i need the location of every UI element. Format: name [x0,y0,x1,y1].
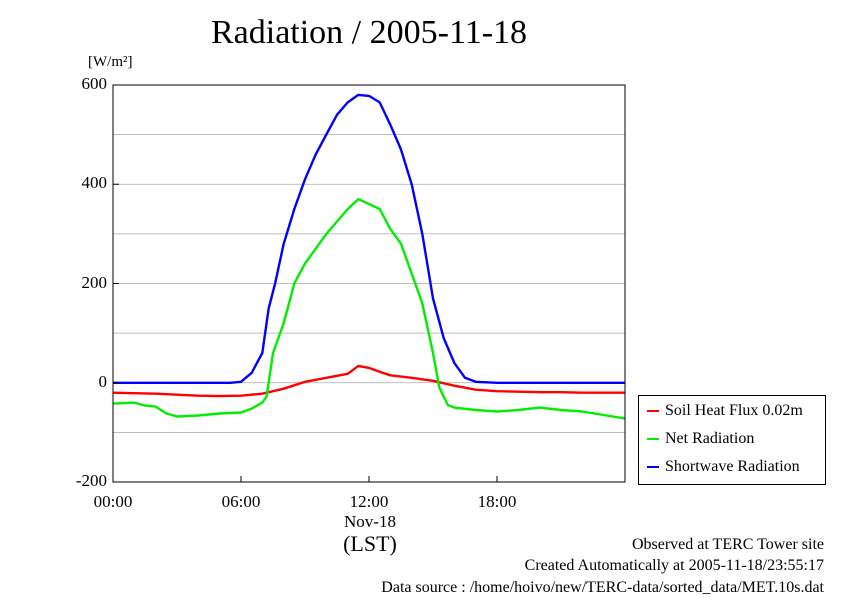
legend: Soil Heat Flux 0.02m Net Radiation Short… [638,395,826,485]
chart-title: Radiation / 2005-11-18 [210,14,528,51]
y-tick-label: 0 [98,371,108,391]
x-tick-label: 18:00 [477,492,517,511]
axis-ticks [112,84,498,483]
series-lines [112,93,626,420]
legend-label-shortwave: Shortwave Radiation [665,458,800,475]
legend-item-net: Net Radiation [647,430,754,452]
y-unit-label: [W/m²] [88,54,133,70]
legend-item-shortwave: Shortwave Radiation [647,458,800,480]
y-tick-label: -200 [75,471,107,490]
series-line-2 [113,93,625,384]
y-tick-label: 400 [81,173,108,193]
legend-label-net: Net Radiation [665,430,755,447]
series-line-1 [112,197,626,420]
x-tick-label: 06:00 [221,492,261,511]
x-axis-label: (LST) [343,531,397,556]
legend-swatch-shortwave [647,466,659,469]
x-tick-label: 12:00 [349,492,389,511]
legend-label-soil: Soil Heat Flux 0.02m [665,402,803,419]
y-tick-label: 600 [81,74,108,93]
legend-swatch-soil [647,410,659,413]
y-tick-label: 200 [81,272,108,292]
footer-created: Created Automatically at 2005-11-18/23:5… [524,557,824,574]
footer-observed: Observed at TERC Tower site [631,536,824,553]
legend-item-soil: Soil Heat Flux 0.02m [647,402,803,424]
grid-lines [113,134,625,433]
x-date-label: Nov-18 [344,512,396,531]
footer-source: Data source : /home/hoivo/new/TERC-data/… [381,579,824,596]
series-line-0 [112,364,625,398]
x-tick-label: 00:00 [93,492,133,511]
legend-swatch-net [647,438,659,441]
